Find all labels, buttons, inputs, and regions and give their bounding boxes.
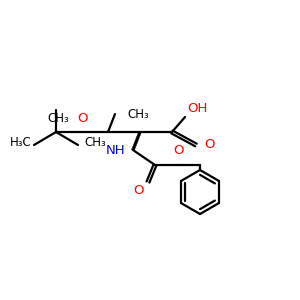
Text: O: O xyxy=(173,144,183,157)
Text: NH: NH xyxy=(105,143,125,157)
Text: OH: OH xyxy=(187,102,207,115)
Polygon shape xyxy=(131,132,142,150)
Text: O: O xyxy=(204,139,214,152)
Text: O: O xyxy=(77,112,87,125)
Text: CH₃: CH₃ xyxy=(84,136,106,149)
Text: O: O xyxy=(134,184,144,197)
Text: H₃C: H₃C xyxy=(10,136,32,149)
Text: CH₃: CH₃ xyxy=(127,107,149,121)
Text: CH₃: CH₃ xyxy=(47,112,69,125)
